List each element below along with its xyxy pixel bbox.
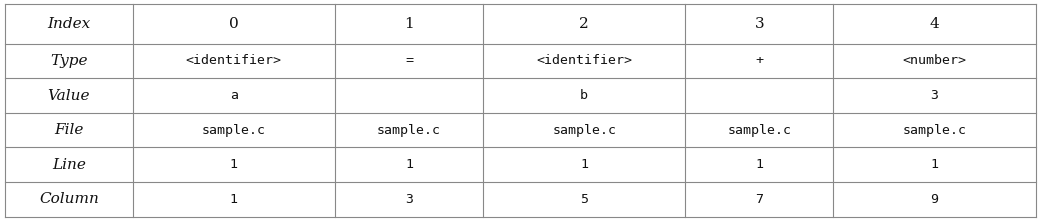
Text: Type: Type <box>50 54 87 68</box>
Text: 1: 1 <box>931 158 939 171</box>
Text: <number>: <number> <box>903 54 966 67</box>
Text: Column: Column <box>39 192 99 206</box>
Text: 7: 7 <box>756 193 763 206</box>
Text: sample.c: sample.c <box>377 124 441 137</box>
Text: 4: 4 <box>930 17 939 31</box>
Text: 1: 1 <box>230 193 237 206</box>
Text: Line: Line <box>52 158 85 172</box>
Text: 1: 1 <box>405 158 413 171</box>
Text: 2: 2 <box>580 17 589 31</box>
Text: 5: 5 <box>580 193 588 206</box>
Text: 1: 1 <box>756 158 763 171</box>
Text: File: File <box>54 123 83 137</box>
Text: sample.c: sample.c <box>903 124 966 137</box>
Text: 3: 3 <box>931 89 939 102</box>
Text: sample.c: sample.c <box>552 124 616 137</box>
Text: 1: 1 <box>404 17 414 31</box>
Text: 3: 3 <box>755 17 764 31</box>
Text: Index: Index <box>47 17 91 31</box>
Text: Value: Value <box>48 89 91 103</box>
Text: 3: 3 <box>405 193 413 206</box>
Text: sample.c: sample.c <box>202 124 265 137</box>
Text: =: = <box>405 54 413 67</box>
Text: 0: 0 <box>229 17 238 31</box>
Text: 1: 1 <box>230 158 237 171</box>
Text: a: a <box>230 89 237 102</box>
Text: 1: 1 <box>580 158 588 171</box>
Text: +: + <box>756 54 763 67</box>
Text: sample.c: sample.c <box>728 124 791 137</box>
Text: <identifier>: <identifier> <box>186 54 282 67</box>
Text: b: b <box>580 89 588 102</box>
Text: 9: 9 <box>931 193 939 206</box>
Text: <identifier>: <identifier> <box>536 54 632 67</box>
